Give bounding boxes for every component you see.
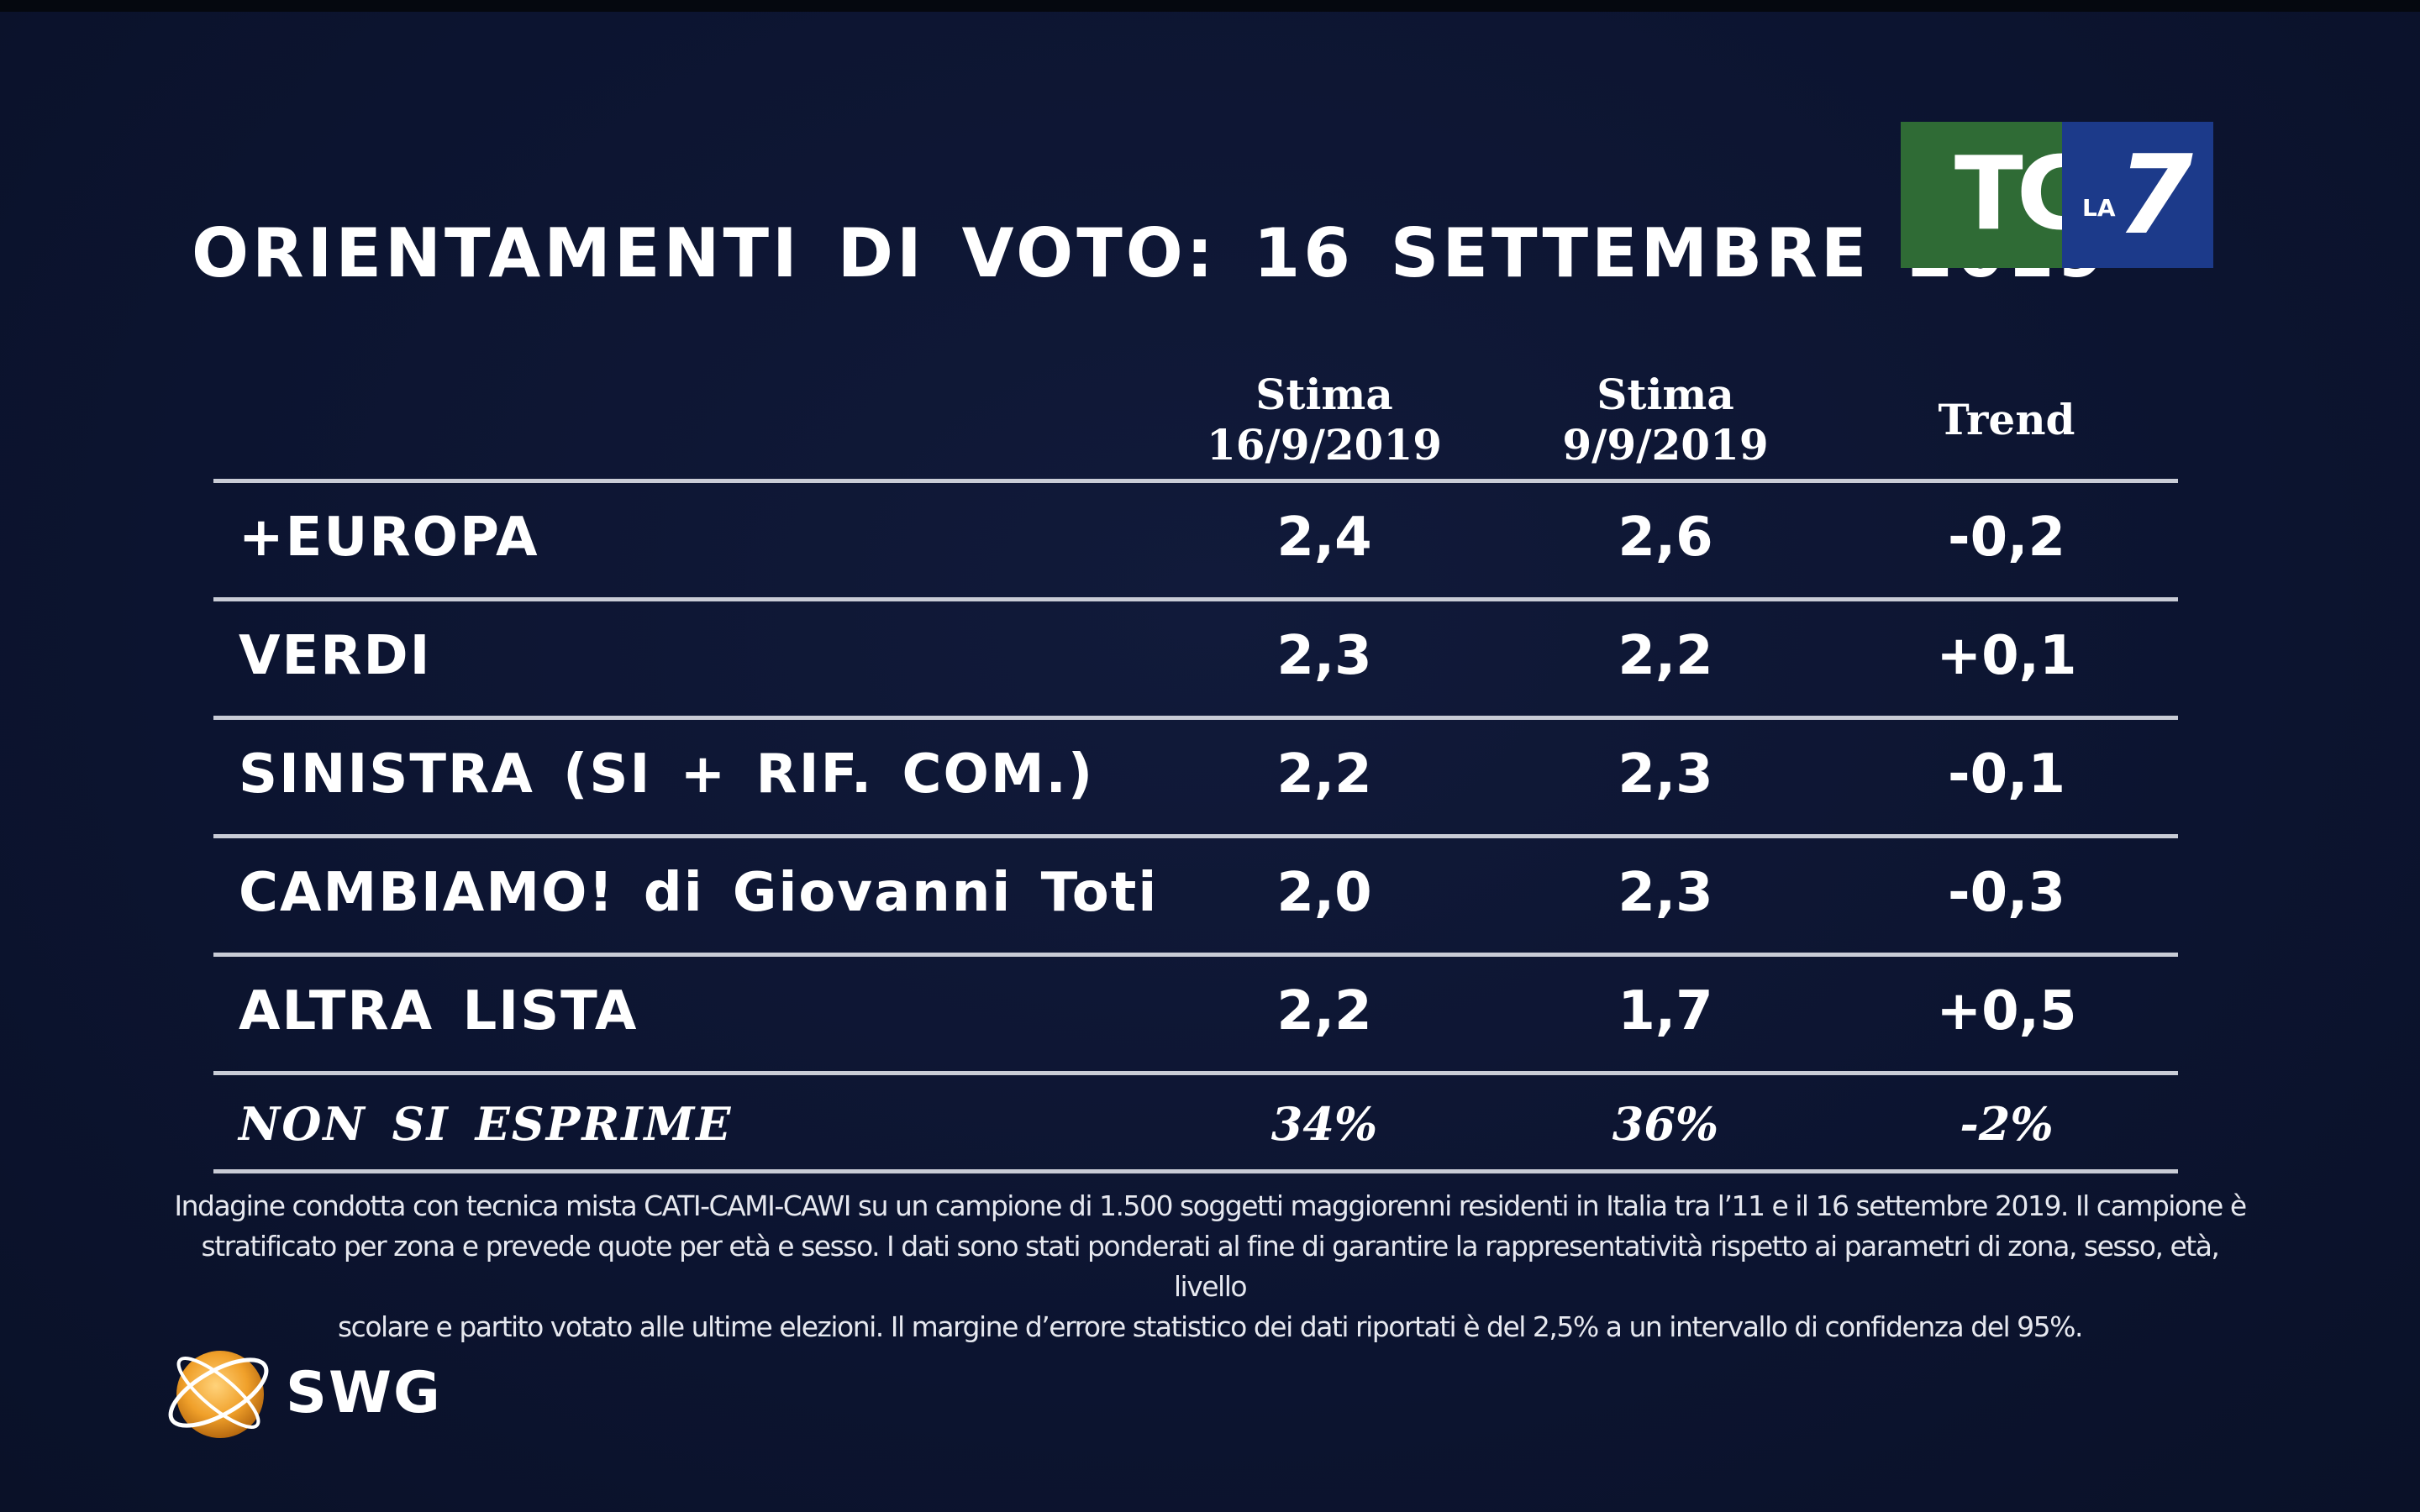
cell-value: 2,2: [1618, 625, 1713, 687]
row-divider: [213, 716, 2178, 720]
row-divider: [213, 1071, 2178, 1075]
cell-value: 2,3: [1618, 743, 1713, 806]
globe-icon: [168, 1351, 269, 1438]
table-row: ALTRA LISTA 2,2 1,7 +0,5: [213, 957, 2178, 1071]
swg-logo: SWG: [160, 1334, 442, 1452]
column-header-1-line2: 16/9/2019: [1206, 420, 1443, 470]
seven-logo-text: 7: [2117, 131, 2193, 259]
table-row: CAMBIAMO! di Giovanni Toti 2,0 2,3 -0,3: [213, 838, 2178, 953]
row-divider: [213, 597, 2178, 601]
row-divider: [213, 953, 2178, 957]
table-row: SINISTRA (SI + RIF. COM.) 2,2 2,3 -0,1: [213, 720, 2178, 834]
column-header-2-line2: 9/9/2019: [1562, 420, 1769, 470]
la7-logo: LA 7: [2062, 122, 2213, 268]
cell-value: 2,0: [1276, 862, 1372, 924]
table-row: NON SI ESPRIME 34% 36% -2%: [213, 1075, 2178, 1169]
swg-logo-text: SWG: [286, 1359, 442, 1426]
table-row: +EUROPA 2,4 2,6 -0,2: [213, 483, 2178, 597]
column-header-2: Stima 9/9/2019: [1497, 370, 1833, 470]
table-header: Stima 16/9/2019 Stima 9/9/2019 Trend: [213, 361, 2178, 479]
row-divider: [213, 1169, 2178, 1173]
methodology-note-line1: Indagine condotta con tecnica mista CATI…: [174, 1189, 2247, 1222]
column-header-3: Trend: [1839, 395, 2175, 445]
poll-table: Stima 16/9/2019 Stima 9/9/2019 Trend +EU…: [213, 361, 2178, 1173]
cell-value: 2,2: [1276, 743, 1372, 806]
row-label: ALTRA LISTA: [239, 980, 639, 1042]
row-label: SINISTRA (SI + RIF. COM.): [239, 743, 1095, 806]
methodology-note: Indagine condotta con tecnica mista CATI…: [168, 1186, 2252, 1347]
cell-value: 2,3: [1276, 625, 1372, 687]
cell-trend: -0,2: [1948, 507, 2065, 569]
chart-title: ORIENTAMENTI DI VOTO: 16 SETTEMBRE 2019: [192, 214, 2108, 292]
column-header-2-line1: Stima: [1597, 370, 1734, 419]
cell-value: 36%: [1612, 1097, 1719, 1151]
row-label: +EUROPA: [239, 507, 539, 569]
column-header-3-line1: Trend: [1938, 395, 2075, 444]
cell-value: 2,3: [1618, 862, 1713, 924]
row-label: VERDI: [239, 625, 432, 687]
cell-trend: -2%: [1960, 1097, 2054, 1151]
cell-trend: -0,3: [1948, 862, 2065, 924]
methodology-note-line2: stratificato per zona e prevede quote pe…: [201, 1230, 2220, 1303]
table-row: VERDI 2,3 2,2 +0,1: [213, 601, 2178, 716]
top-bar: [0, 0, 2420, 12]
cell-trend: -0,1: [1948, 743, 2065, 806]
cell-value: 2,2: [1276, 980, 1372, 1042]
cell-trend: +0,1: [1936, 625, 2077, 687]
cell-value: 1,7: [1618, 980, 1713, 1042]
la-logo-text: LA: [2082, 193, 2116, 222]
cell-value: 2,4: [1276, 507, 1372, 569]
cell-trend: +0,5: [1936, 980, 2077, 1042]
row-label: NON SI ESPRIME: [239, 1097, 733, 1151]
row-divider: [213, 834, 2178, 838]
methodology-note-line3: scolare e partito votato alle ultime ele…: [337, 1310, 2084, 1343]
column-header-1-line1: Stima: [1255, 370, 1393, 419]
cell-value: 34%: [1270, 1097, 1378, 1151]
row-label: CAMBIAMO! di Giovanni Toti: [239, 862, 1159, 924]
row-divider: [213, 479, 2178, 483]
column-header-1: Stima 16/9/2019: [1156, 370, 1492, 470]
cell-value: 2,6: [1618, 507, 1713, 569]
